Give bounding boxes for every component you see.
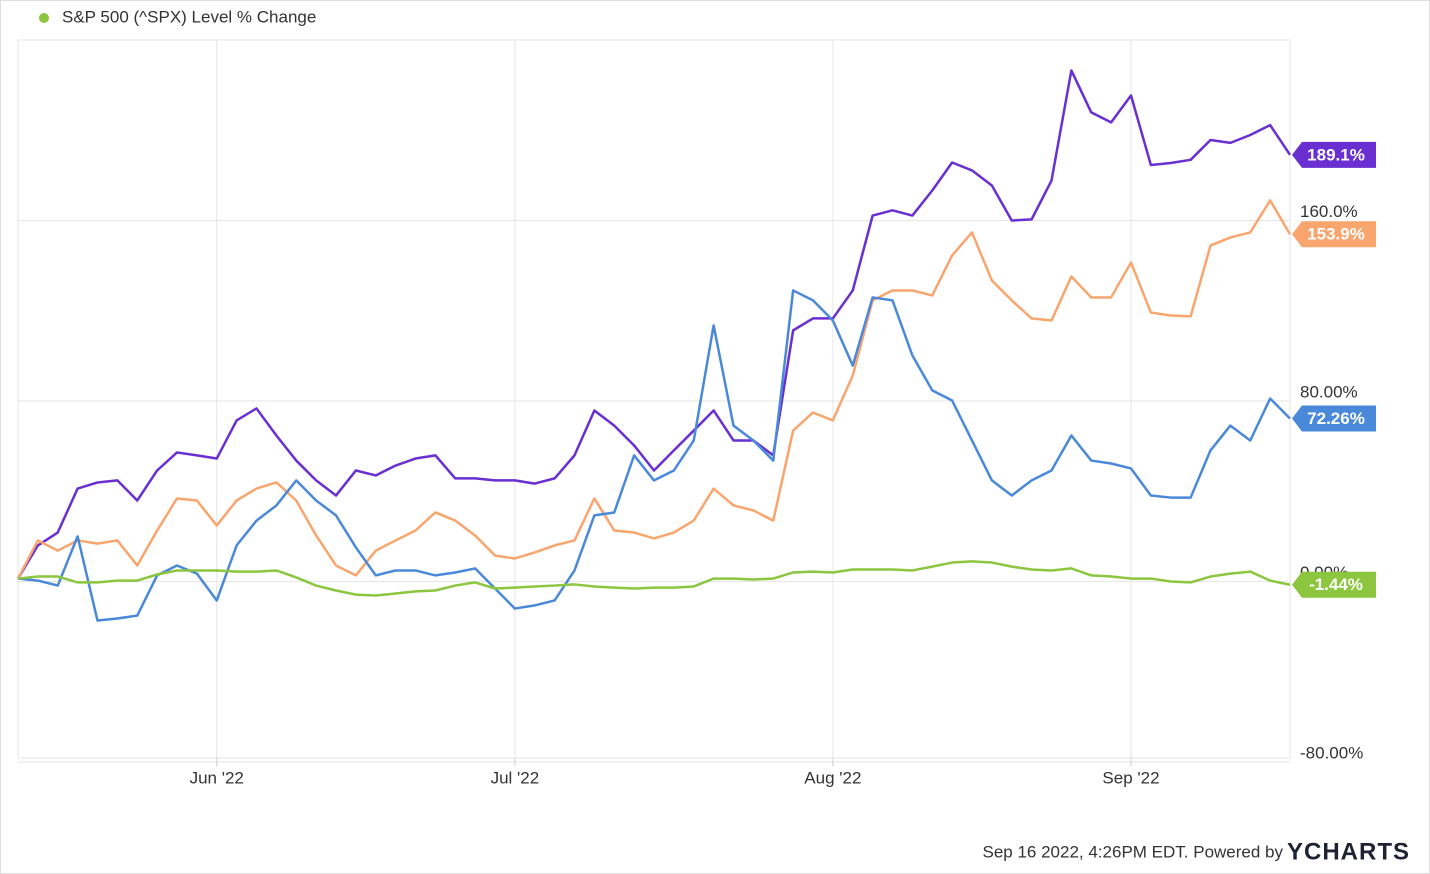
logo: YCHARTS bbox=[1287, 838, 1410, 865]
legend-marker bbox=[39, 13, 49, 23]
y-tick-label: 80.00% bbox=[1300, 382, 1358, 401]
end-badge bbox=[1292, 221, 1376, 248]
y-tick-label: -80.00% bbox=[1300, 743, 1363, 762]
series-line bbox=[17, 289, 1291, 622]
end-label: 189.1% bbox=[1307, 145, 1365, 164]
end-label: 72.26% bbox=[1307, 409, 1365, 428]
plot-frame bbox=[17, 39, 1291, 759]
legend-label: S&P 500 (^SPX) Level % Change bbox=[62, 7, 316, 26]
end-badge bbox=[1292, 571, 1376, 598]
footer: Sep 16 2022, 4:26PM EDT. Powered by bbox=[982, 842, 1283, 861]
end-badge bbox=[1292, 405, 1376, 432]
end-badge bbox=[1292, 141, 1376, 168]
y-tick-label: 160.0% bbox=[1300, 202, 1358, 221]
end-label: -1.44% bbox=[1309, 575, 1363, 594]
end-label: 153.9% bbox=[1307, 225, 1365, 244]
series-line bbox=[16, 69, 1292, 580]
series-line bbox=[16, 199, 1292, 580]
x-tick-label: Jun '22 bbox=[190, 768, 244, 787]
x-tick-label: Sep '22 bbox=[1102, 768, 1159, 787]
series-line bbox=[17, 560, 1291, 597]
x-tick-label: Jul '22 bbox=[491, 768, 540, 787]
x-tick-label: Aug '22 bbox=[804, 768, 861, 787]
